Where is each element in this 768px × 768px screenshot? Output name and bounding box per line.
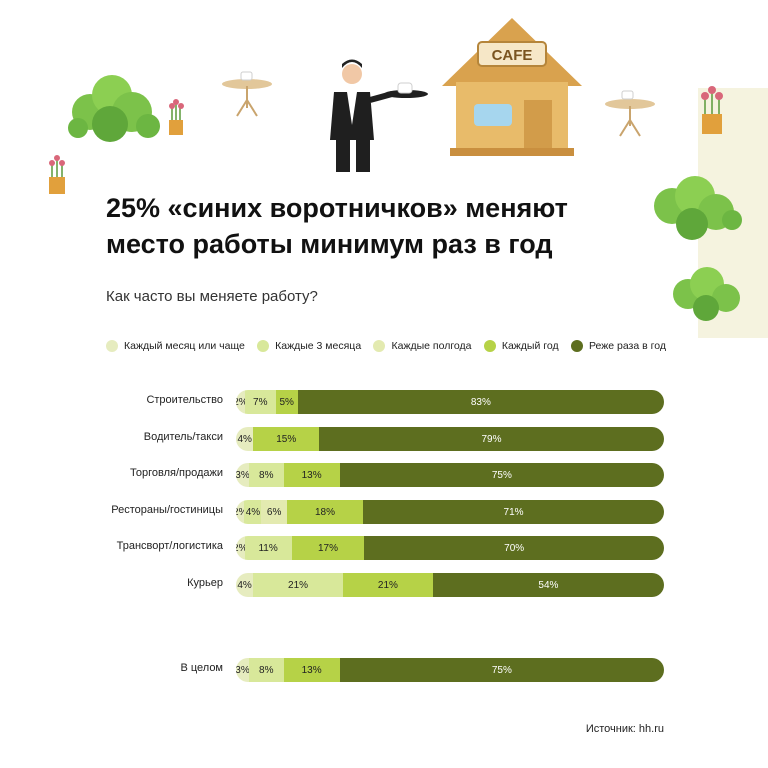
bar-segment: 2% [236, 536, 248, 560]
stacked-bar: 3% 8% 13% 75% [236, 463, 664, 487]
bar-segment: 75% [339, 463, 664, 487]
bar-segment: 5% [275, 390, 298, 414]
bar-segment: 21% [253, 573, 343, 597]
legend-swatch [106, 340, 118, 352]
bar-segment: 70% [364, 536, 664, 560]
title-line-1: 25% «синих воротничков» меняют [106, 193, 568, 223]
legend-swatch [373, 340, 386, 352]
bar-segment: 13% [283, 463, 340, 487]
bar-segment: 7% [244, 390, 276, 414]
stacked-bar: 2%11%17%70% [236, 536, 664, 560]
cafe-building-icon: CAFE [442, 18, 582, 156]
legend-label: Каждый месяц или чаще [124, 340, 245, 352]
cafe-table-icon [605, 90, 655, 137]
bar-segment: 2% [236, 500, 247, 524]
legend-swatch [570, 340, 583, 352]
bar-segment: 6% [261, 500, 287, 524]
category-label: Курьер [187, 577, 223, 589]
bar-segment: 2% [236, 390, 248, 414]
stacked-bar: 3% 8% 13% 75% [236, 658, 664, 682]
legend-label: Каждый год [501, 340, 559, 352]
legend-swatch [483, 340, 496, 352]
bar-row: Водитель/такси 4% 15% 79% [0, 427, 768, 451]
bush-icon [68, 75, 160, 142]
bar-segment: 4% [244, 500, 262, 524]
category-label: Водитель/такси [143, 431, 223, 443]
bar-segment: 11% [244, 536, 292, 560]
legend-item: Каждые полгода [373, 340, 472, 352]
bar-row: Трансворт/логистика 2%11%17%70% [0, 536, 768, 560]
bush-icon [673, 267, 740, 321]
category-label: Трансворт/логистика [116, 540, 223, 552]
cafe-sign: CAFE [492, 47, 533, 64]
category-label: В целом [180, 662, 223, 674]
stacked-bar: 4% 21% 21% 54% [236, 573, 664, 597]
bar-segment: 15% [253, 427, 319, 451]
flower-pot-icon [701, 86, 723, 134]
stacked-bar: 4% 15% 79% [236, 427, 664, 451]
bar-segment: 83% [297, 390, 664, 414]
bush-icon [654, 176, 742, 240]
stacked-bar: 2%7%5%83% [236, 390, 664, 414]
bar-row: В целом 3% 8% 13% 75% [0, 658, 768, 682]
cafe-table-icon [222, 71, 272, 117]
category-label: Торговля/продажи [130, 467, 223, 479]
bar-row: Курьер 4% 21% 21% 54% [0, 573, 768, 597]
legend-item: Каждые 3 месяца [257, 340, 361, 352]
legend-item: Каждый год [483, 340, 559, 352]
category-label: Рестораны/гостиницы [111, 504, 223, 516]
category-label: Строительство [146, 394, 223, 406]
bar-segment: 13% [283, 658, 340, 682]
bar-segment: 71% [363, 500, 664, 524]
stacked-bar: 2%4%6%18%71% [236, 500, 664, 524]
flower-pot-icon [169, 99, 184, 135]
bar-segment: 18% [286, 500, 364, 524]
bar-row: Торговля/продажи 3% 8% 13% 75% [0, 463, 768, 487]
bar-segment: 8% [248, 463, 284, 487]
bar-row: Строительство 2%7%5%83% [0, 390, 768, 414]
flower-pot-icon [49, 155, 65, 194]
bar-segment: 8% [248, 658, 284, 682]
chart-subtitle: Как часто вы меняете работу? [106, 288, 318, 305]
legend-item: Реже раза в год [570, 340, 666, 352]
bar-segment: 3% [236, 658, 250, 682]
bar-row: Рестораны/гостиницы 2%4%6%18%71% [0, 500, 768, 524]
bar-segment: 3% [236, 463, 250, 487]
bar-segment: 4% [236, 427, 254, 451]
bar-segment: 54% [432, 573, 664, 597]
waiter-icon [330, 59, 428, 172]
bar-segment: 4% [236, 573, 254, 597]
legend-label: Каждые полгода [391, 340, 472, 352]
legend-item: Каждый месяц или чаще [106, 340, 245, 352]
legend-swatch [257, 340, 270, 352]
legend-label: Реже раза в год [588, 340, 666, 352]
bar-segment: 79% [318, 427, 664, 451]
title-line-2: место работы минимум раз в год [106, 229, 553, 259]
bar-segment: 17% [291, 536, 365, 560]
bar-segment: 21% [342, 573, 433, 597]
source-note: Источник: hh.ru [585, 723, 664, 735]
chart-title: 25% «синих воротничков» меняют место раб… [106, 190, 666, 262]
legend: Каждый месяц или чаще Каждые 3 месяца Кажд… [106, 340, 666, 352]
bar-segment: 75% [339, 658, 664, 682]
legend-label: Каждые 3 месяца [275, 340, 362, 352]
